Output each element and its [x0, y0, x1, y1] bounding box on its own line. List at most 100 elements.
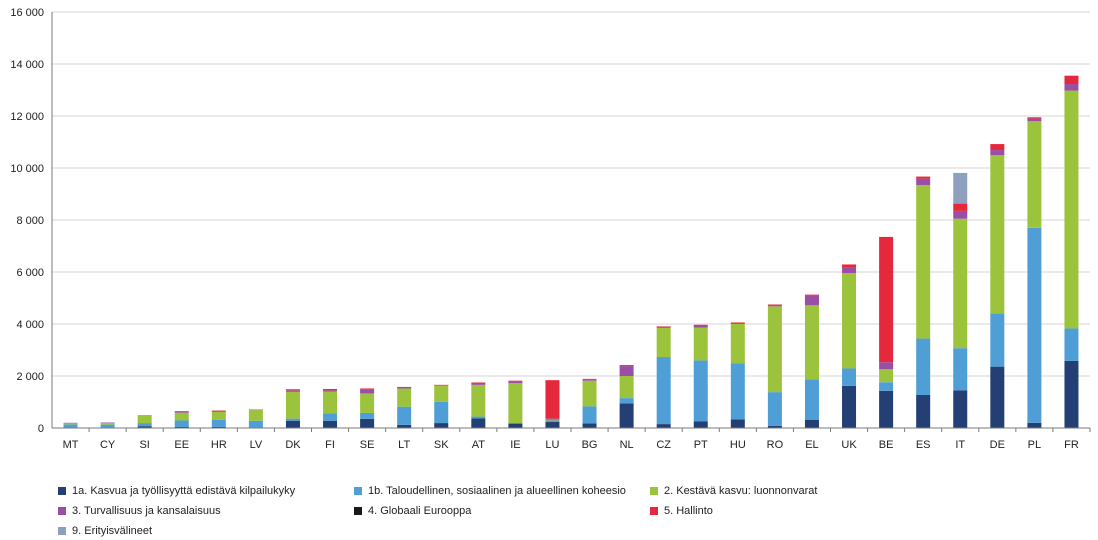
bar-stack-si	[138, 415, 152, 428]
bar-segment-s5	[1027, 117, 1041, 118]
bar-segment-s1b	[1027, 228, 1041, 423]
bar-stack-lt	[397, 387, 411, 428]
bar-segment-s1b	[212, 420, 226, 427]
legend-swatch-4	[354, 507, 362, 515]
bar-segment-s1a	[990, 367, 1004, 428]
bar-segment-s1b	[286, 419, 300, 421]
bar-segment-s2	[731, 324, 745, 364]
legend-swatch-1b	[354, 487, 362, 495]
bar-segment-s1a	[508, 424, 522, 428]
bar-segment-s2	[397, 388, 411, 406]
bar-segment-s1b	[916, 339, 930, 395]
x-tick-label: DE	[990, 439, 1005, 451]
x-tick-label: HU	[730, 439, 746, 451]
bar-segment-s5	[620, 365, 634, 366]
bar-stack-at	[471, 383, 485, 429]
bar-segment-s5	[583, 379, 597, 380]
legend-item-4: 4. Globaali Eurooppa	[354, 505, 471, 517]
bar-segment-s5	[434, 385, 448, 386]
bar-segment-s1a	[286, 421, 300, 428]
bar-segment-s2	[583, 381, 597, 407]
bar-segment-s2	[879, 369, 893, 382]
legend-swatch-2	[650, 487, 658, 495]
x-axis-ticks: MT CY SI EE HR LV DK FI SE LT SK AT IE LU BG NL CZ PT HU RO…	[63, 428, 1090, 451]
bar-stack-bg	[583, 379, 597, 428]
bar-segment-s1a	[323, 421, 337, 428]
x-tick-label: NL	[620, 439, 634, 451]
bar-segment-s3	[286, 390, 300, 392]
bar-stack-cz	[657, 326, 671, 428]
bar-segment-s3	[657, 327, 671, 328]
bar-stack-fr	[1064, 76, 1078, 428]
bar-segment-s3	[768, 305, 782, 306]
legend-item-1a: 1a. Kasvua ja työllisyyttä edistävä kilp…	[58, 485, 295, 497]
bar-stack-nl	[620, 365, 634, 428]
bar-segment-s1b	[879, 382, 893, 391]
bar-stack-ie	[508, 381, 522, 428]
legend-label-4: 4. Globaali Eurooppa	[368, 505, 471, 517]
bar-segment-s5	[397, 387, 411, 388]
bar-segment-s2	[916, 185, 930, 338]
bar-segment-s3	[583, 379, 597, 380]
bar-segment-s2	[805, 305, 819, 379]
bar-segment-s2	[694, 328, 708, 361]
x-tick-label: EE	[174, 439, 189, 451]
legend-item-2: 2. Kestävä kasvu: luonnonvarat	[650, 485, 817, 497]
bar-segment-s3	[990, 150, 1004, 155]
x-tick-label: FI	[325, 439, 335, 451]
bar-segment-s5	[916, 177, 930, 179]
y-tick-label: 2 000	[16, 371, 44, 383]
y-tick-label: 4 000	[16, 319, 44, 331]
bar-segment-s1a	[842, 386, 856, 428]
bar-stack-es	[916, 177, 930, 428]
legend-item-3: 3. Turvallisuus ja kansalaisuus	[58, 505, 221, 517]
bar-segment-s1b	[434, 402, 448, 423]
bar-segment-s1b	[471, 417, 485, 419]
legend-swatch-5	[650, 507, 658, 515]
bar-segment-s1a	[657, 424, 671, 428]
bar-stack-lv	[249, 410, 263, 428]
bar-segment-s5	[471, 383, 485, 384]
bar-segment-s5	[879, 237, 893, 362]
legend-label-1b: 1b. Taloudellinen, sosiaalinen ja alueel…	[368, 485, 626, 497]
legend-swatch-9	[58, 527, 66, 535]
bar-segment-s5	[323, 389, 337, 390]
bar-segment-s2	[64, 423, 78, 424]
bar-segment-s1b	[508, 423, 522, 424]
x-tick-label: RO	[767, 439, 784, 451]
bar-segment-s1b	[768, 392, 782, 426]
bar-segment-s2	[175, 413, 189, 421]
x-tick-label: EL	[805, 439, 818, 451]
bar-segment-s1a	[694, 422, 708, 429]
bar-stack-hu	[731, 322, 745, 428]
x-tick-label: SE	[360, 439, 375, 451]
bar-segment-s1b	[694, 360, 708, 421]
bar-segment-s1a	[731, 419, 745, 428]
x-tick-label: LU	[545, 439, 559, 451]
bar-segment-s3	[545, 419, 559, 420]
legend-swatch-1a	[58, 487, 66, 495]
bar-segment-s3	[508, 382, 522, 383]
bar-segment-s1b	[657, 357, 671, 424]
bar-segment-s5	[805, 295, 819, 296]
bar-stack-se	[360, 388, 374, 428]
bar-segment-s5	[953, 204, 967, 211]
bar-segment-s5	[360, 388, 374, 389]
bar-segment-s1a	[953, 390, 967, 428]
bar-stack-mt	[64, 423, 78, 428]
bar-segment-s5	[842, 264, 856, 267]
x-tick-label: BE	[879, 439, 894, 451]
x-tick-label: SK	[434, 439, 449, 451]
bar-segment-s5	[990, 144, 1004, 150]
x-tick-label: LV	[250, 439, 263, 451]
bar-segment-s3	[175, 412, 189, 413]
y-tick-label: 10 000	[10, 163, 44, 175]
bar-segment-s3	[805, 295, 819, 305]
bar-segment-s5	[694, 325, 708, 326]
bar-segment-s1a	[434, 423, 448, 428]
bar-stack-pl	[1027, 117, 1041, 428]
x-tick-label: UK	[841, 439, 857, 451]
stacked-bar-chart: 0 2 000 4 000 6 000 8 000 10 000 12 000 14 000 1…	[0, 0, 1098, 475]
bar-segment-s3	[138, 415, 152, 416]
bar-segment-s1b	[360, 413, 374, 419]
